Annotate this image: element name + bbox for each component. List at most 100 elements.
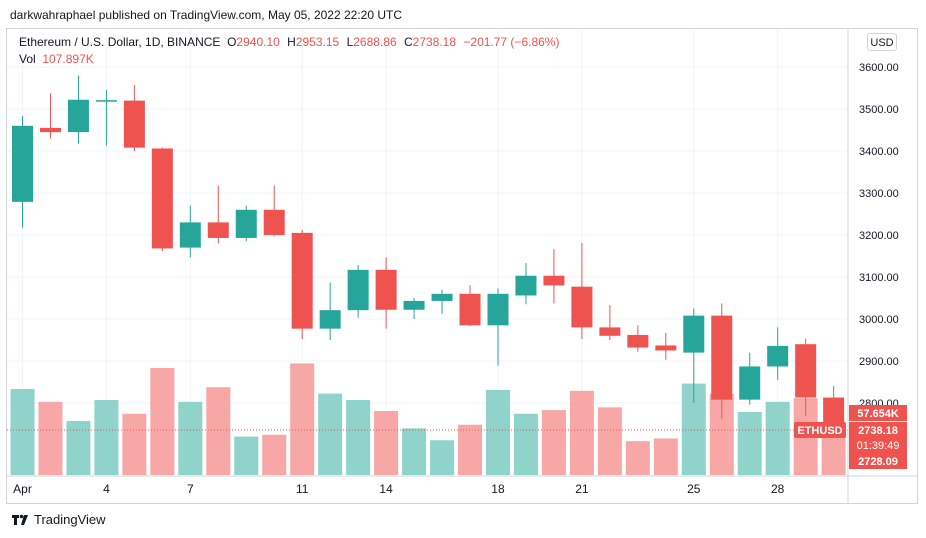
grid [7,29,848,476]
volume-bar [38,401,63,475]
candle-body [39,127,61,133]
ticker-tag-text: ETHUSD [797,425,842,437]
volume-bar [458,424,483,475]
candle-body [319,310,341,329]
change-value: −201.77 (−6.86%) [463,35,560,49]
candle-body [235,209,257,238]
time-tick-label: 7 [187,482,194,496]
close-label: C [403,35,413,49]
chart-frame [6,28,918,504]
volume-bar [821,432,846,475]
volume-bar [430,440,455,475]
candle-body [67,99,89,133]
open-value: 2940.10 [236,35,280,49]
candles [12,75,845,434]
candle-body [487,293,509,326]
footer-brand[interactable]: TradingView [34,512,106,527]
candle-body [12,125,33,202]
volume-bar [541,410,566,475]
low-price-tag: 2728.09 [849,453,907,469]
volume-bar [597,407,622,475]
time-tick-label: 4 [103,482,110,496]
candle-body [151,148,173,249]
price-tick-label: 3300.00 [859,188,899,200]
low-price-text: 2728.09 [858,456,898,468]
volume-bar [318,393,343,475]
candle-body [739,366,761,400]
currency-button[interactable]: USD [867,33,897,51]
volume-bar [178,401,203,475]
published-by-header: darkwahraphael published on TradingView.… [10,8,403,22]
volume-bar [150,368,175,475]
time-tick-label: 14 [379,482,393,496]
low-label: L [346,35,354,49]
symbol-description[interactable]: Ethereum / U.S. Dollar, 1D, BINANCE [19,35,221,49]
candle-body [403,300,425,310]
candle-body [767,345,789,367]
volume-bar [374,410,399,475]
volume-bar [569,390,594,475]
volume-line: Vol 107.897K [19,51,559,68]
open-label: O [227,35,237,49]
ticker-tag: ETHUSD [794,422,846,438]
candle-body [515,275,537,296]
volume-bar [737,411,762,475]
price-tick-label: 2900.00 [859,356,899,368]
candle-body [291,232,313,329]
candle-body [683,315,705,353]
candle-body [375,269,397,310]
volume-bar [234,436,259,475]
footer: TradingView [12,512,106,527]
time-tick-label: 28 [771,482,785,496]
candle-body [571,286,593,328]
price-tick-label: 3100.00 [859,272,899,284]
volume-bar [485,389,510,475]
price-tick-label: 3500.00 [859,104,899,116]
price-tick-label: 3200.00 [859,230,899,242]
low-value: 2688.86 [353,35,397,49]
candle-body [599,327,621,336]
high-value: 2953.15 [295,35,340,49]
price-tick-label: 3400.00 [859,146,899,158]
time-axis[interactable]: Apr 4 7 11 14 18 21 25 28 [13,482,785,496]
candle-body [95,100,117,102]
time-tick-label: Apr [13,482,32,496]
candle-body [207,222,229,238]
candle-body [263,209,285,235]
price-axis[interactable]: 2800.002900.003000.003100.003200.003300.… [859,62,899,410]
time-tick-label: 21 [575,482,589,496]
volume-bar [94,400,119,475]
close-value: 2738.18 [412,35,457,49]
candle-body [347,269,369,311]
volume-bar [206,387,231,475]
volume-bar [10,389,35,475]
candle-body [627,334,649,348]
volume-bar [625,441,650,475]
price-tick-label: 3000.00 [859,314,899,326]
volume-bars [10,363,846,475]
ohlc-line: Ethereum / U.S. Dollar, 1D, BINANCE O294… [19,34,559,51]
candle-body [431,293,453,301]
chart-legend: Ethereum / U.S. Dollar, 1D, BINANCE O294… [19,34,559,68]
candle-body [543,275,565,286]
volume-bar [402,428,427,475]
volume-label[interactable]: Vol [19,52,36,66]
high-label: H [287,35,296,49]
volume-bar [262,434,287,475]
countdown-text: 01:39:49 [857,440,900,452]
candle-body [179,222,201,248]
time-tick-label: 25 [687,482,701,496]
price-tick-label: 3600.00 [859,62,899,74]
last-price-tag: 2738.18 01:39:49 [849,422,907,453]
candle-body [459,293,481,326]
volume-bar [66,421,91,475]
volume-value: 107.897K [42,52,94,66]
last-price-text: 2738.18 [858,425,898,437]
volume-bar [765,401,790,475]
candle-body [655,345,677,351]
volume-tag-text: 57.654K [857,408,899,420]
volume-bar [346,400,371,475]
volume-bar [290,363,315,475]
candle-body [795,344,817,398]
